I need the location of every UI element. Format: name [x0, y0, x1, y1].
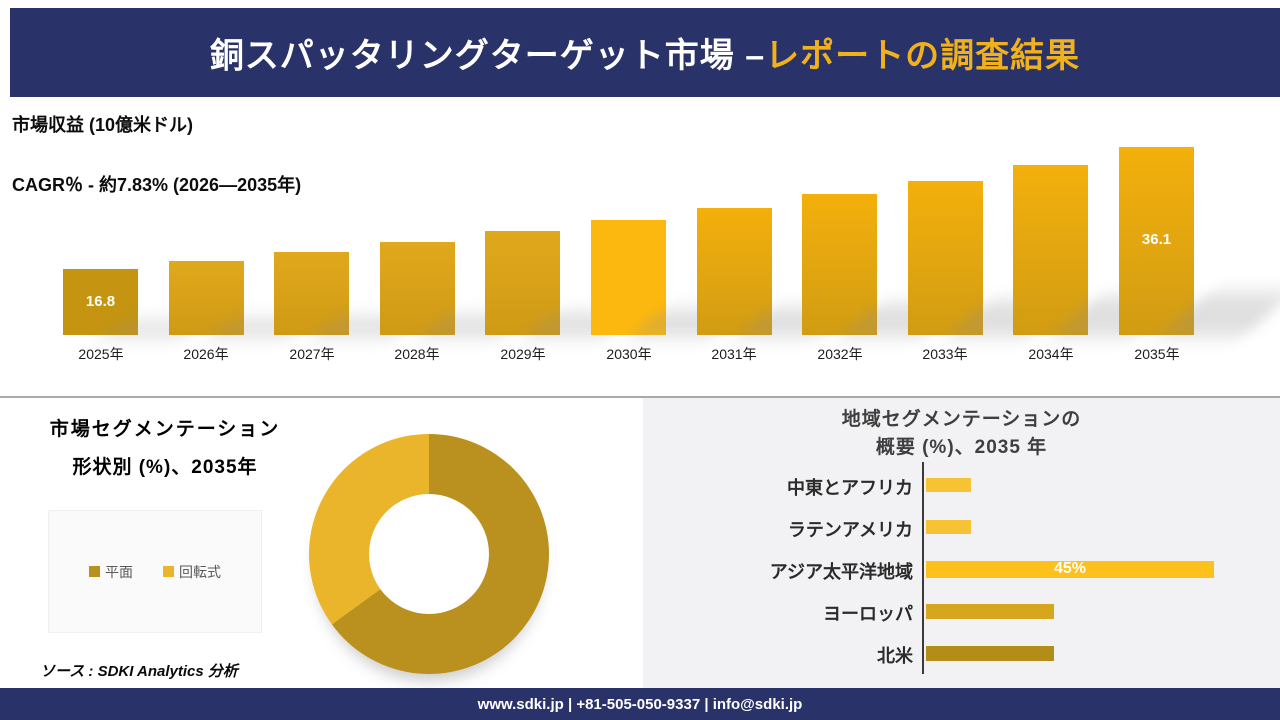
- year-axis-label: 2026年: [183, 346, 229, 362]
- region-panel-title-line1: 地域セグメンテーションの: [841, 409, 1082, 430]
- legend-swatch-flat: [89, 566, 100, 577]
- year-axis-label: 2033年: [922, 346, 968, 362]
- region-bar-1: [926, 520, 971, 534]
- revenue-bar-2034年: [1013, 165, 1088, 335]
- year-axis-label: 2032年: [817, 346, 863, 362]
- region-label-1: ラテンアメリカ: [787, 520, 913, 540]
- revenue-bar-2033年: [908, 181, 983, 335]
- bar-value-label: 36.1: [1141, 231, 1172, 248]
- donut-legend: 平面 回転式: [48, 510, 262, 633]
- bar-value-label: 16.8: [85, 293, 116, 310]
- year-axis-label: 2027年: [289, 346, 335, 362]
- page-title-accent: レポートの調査結果: [765, 37, 1081, 75]
- legend-label-flat: 平面: [105, 563, 133, 580]
- source-note: ソース : SDKI Analytics 分析: [40, 663, 238, 680]
- section-divider: [0, 396, 1280, 398]
- revenue-bar-2030年: [591, 220, 666, 335]
- revenue-bar-2035年: 36.1: [1119, 147, 1194, 335]
- revenue-bar-2025年: 16.8: [63, 269, 138, 335]
- cagr-label: CAGR％ - 約7.83% (2026―2035年): [12, 175, 302, 195]
- shape-panel-title-line1: 市場セグメンテーション: [49, 419, 281, 440]
- year-axis-label: 2028年: [394, 346, 440, 362]
- year-axis-label: 2035年: [1134, 346, 1180, 362]
- page-title: 銅スパッタリングターゲット市場 –レポートの調査結果: [210, 28, 1080, 77]
- region-bar-value-label: 45%: [1053, 560, 1087, 577]
- region-label-2: アジア太平洋地域: [769, 562, 913, 582]
- shape-panel-title-line2: 形状別 (%)、2035年: [72, 457, 258, 478]
- year-axis-label: 2029年: [500, 346, 546, 362]
- region-label-4: 北米: [877, 646, 913, 666]
- header-banner: 銅スパッタリングターゲット市場 –レポートの調査結果: [10, 8, 1280, 97]
- legend-item-flat: 平面: [89, 562, 133, 582]
- revenue-bar-2031年: [697, 208, 772, 335]
- year-axis-label: 2025年: [78, 346, 124, 362]
- year-axis-label: 2030年: [606, 346, 652, 362]
- footer-bar: www.sdki.jp | +81-505-050-9337 | info@sd…: [0, 688, 1280, 720]
- region-label-3: ヨーロッパ: [823, 604, 913, 624]
- region-bar-3: [926, 603, 1054, 619]
- page-title-main: 銅スパッタリングターゲット市場 –: [209, 37, 766, 75]
- revenue-bar-2027年: [274, 252, 349, 335]
- year-axis-label: 2031年: [711, 346, 757, 362]
- revenue-bar-2032年: [802, 194, 877, 335]
- region-bar-2: 45%: [926, 560, 1214, 578]
- region-bar-4: [926, 645, 1054, 661]
- shape-donut-chart: [309, 434, 549, 674]
- footer-contact-text: www.sdki.jp | +81-505-050-9337 | info@sd…: [477, 695, 803, 713]
- region-panel-title-line2: 概要 (%)、2035 年: [875, 437, 1048, 458]
- legend-swatch-rotary: [163, 566, 174, 577]
- revenue-chart-section: 市場収益 (10億米ドル) CAGR％ - 約7.83% (2026―2035年…: [0, 97, 1280, 396]
- revenue-bar-2028年: [380, 242, 455, 335]
- region-segmentation-panel: 地域セグメンテーションの 概要 (%)、2035 年 中東とアフリカ ラテンアメリ…: [643, 398, 1280, 688]
- region-label-0: 中東とアフリカ: [787, 478, 913, 498]
- revenue-metric-label: 市場収益 (10億米ドル): [12, 115, 194, 135]
- revenue-bar-2026年: [169, 261, 244, 335]
- region-chart-axis: [922, 462, 924, 674]
- legend-item-rotary: 回転式: [163, 562, 221, 582]
- legend-label-rotary: 回転式: [179, 563, 221, 580]
- region-bar-0: [926, 478, 971, 492]
- year-axis-label: 2034年: [1028, 346, 1074, 362]
- revenue-bar-2029年: [485, 231, 560, 335]
- shape-segmentation-panel: 市場セグメンテーション 形状別 (%)、2035年 平面 回転式 ソース : S…: [0, 398, 643, 688]
